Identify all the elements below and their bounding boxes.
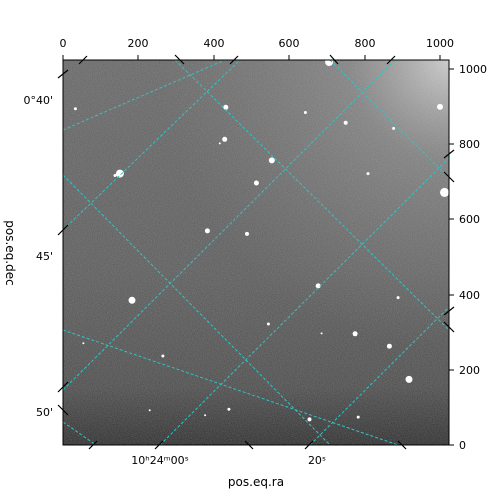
star-point: [82, 342, 85, 345]
dec-gridline: [159, 157, 449, 445]
star-point: [366, 172, 370, 176]
star-point: [222, 136, 228, 142]
star-point: [253, 180, 259, 186]
star-point: [303, 111, 307, 114]
star-point: [356, 415, 360, 419]
star-point: [161, 354, 165, 358]
star-point: [73, 107, 77, 111]
left-tick-labels: 0°40' 45' 50': [23, 94, 53, 419]
star-point: [268, 157, 275, 164]
top-axis: [62, 55, 441, 60]
dec-tick-label: 0°40': [23, 94, 53, 107]
dec-gridline: [63, 60, 396, 391]
star-point: [204, 414, 207, 417]
ra-gridline: [63, 329, 399, 445]
star-point: [315, 283, 321, 289]
plot-frame: [62, 59, 450, 446]
ra-gridline: [63, 60, 226, 131]
star-point: [352, 331, 358, 337]
dec-tick-label: 50': [36, 406, 53, 419]
star-point: [113, 174, 117, 177]
star-point: [437, 103, 443, 110]
ra-tick-label: 10ʰ24ᵐ00ˢ: [131, 454, 188, 467]
star-point: [223, 104, 229, 110]
top-tick-label: 0: [60, 37, 67, 50]
star-point: [307, 417, 312, 422]
ra-gridline: [63, 421, 97, 445]
right-tick-label: 1000: [459, 63, 487, 76]
dec-gridline: [309, 306, 449, 445]
coordinate-grid: [63, 60, 449, 445]
wcs-ticks: [57, 54, 455, 450]
ra-tick-label: 20ˢ: [308, 454, 326, 467]
bottom-tick-labels: 10ʰ24ᵐ00ˢ 20ˢ: [131, 454, 326, 467]
star-point: [115, 169, 124, 178]
star-point: [266, 322, 270, 326]
star-point: [396, 296, 400, 300]
top-tick-labels: 0 200 400 600 800 1000: [60, 37, 455, 50]
star-point: [392, 126, 396, 130]
ra-gridline: [174, 60, 449, 331]
x-axis-title: pos.eq.ra: [228, 475, 284, 489]
right-tick-labels: 0 200 400 600 800 1000: [459, 63, 487, 452]
star-point: [128, 296, 136, 304]
sky-image: [63, 60, 449, 445]
star-point: [386, 343, 392, 349]
right-tick-label: 200: [459, 364, 480, 377]
y-axis-title: pos.eq.dec: [3, 220, 17, 285]
star-layer: [73, 60, 449, 422]
dec-gridline: [63, 60, 241, 231]
star-point: [440, 187, 449, 197]
star-point: [218, 142, 221, 145]
top-tick-label: 400: [204, 37, 225, 50]
star-point: [204, 228, 210, 234]
right-axis: [449, 68, 454, 446]
star-point: [245, 231, 249, 236]
ra-gridline: [63, 174, 331, 445]
right-tick-label: 600: [459, 213, 480, 226]
star-point: [343, 120, 348, 125]
dec-tick-label: 45': [36, 250, 53, 263]
top-tick-label: 600: [279, 37, 300, 50]
right-tick-label: 400: [459, 289, 480, 302]
right-tick-label: 800: [459, 138, 480, 151]
top-tick-label: 800: [355, 37, 376, 50]
ra-gridline: [329, 60, 449, 179]
star-point: [227, 407, 231, 411]
right-tick-label: 0: [459, 439, 466, 452]
star-point: [320, 332, 323, 335]
top-tick-label: 200: [128, 37, 149, 50]
top-tick-label: 1000: [426, 37, 454, 50]
star-point: [148, 409, 151, 412]
star-point: [405, 375, 413, 383]
